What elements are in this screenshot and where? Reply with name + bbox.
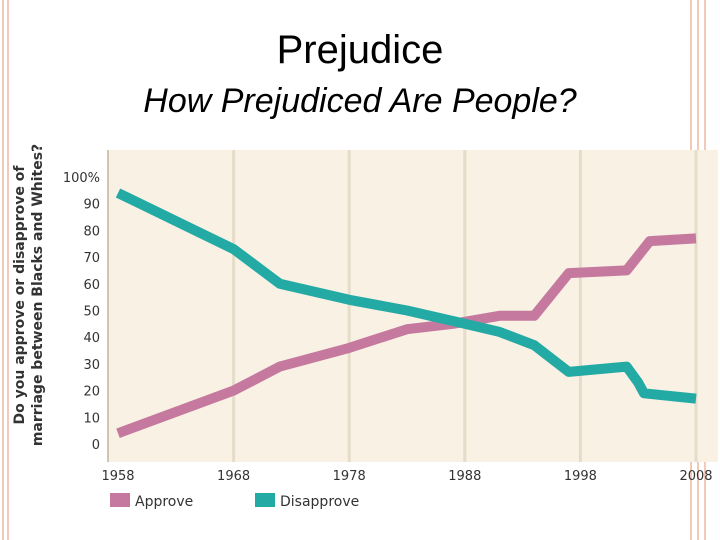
y-tick-label: 20: [83, 385, 100, 400]
y-axis-ticks: 100% 90 80 70 60 50 40 30 20 10 0: [63, 171, 100, 453]
y-tick-label: 90: [83, 198, 100, 213]
series-line-disapprove: [115, 188, 697, 404]
y-axis-label: Do you approve or disapprove of marriage…: [12, 144, 46, 446]
y-tick-label: 100%: [63, 171, 100, 186]
y-axis-label-line-2: marriage between Blacks and Whites?: [30, 144, 46, 446]
x-tick-label: 1968: [217, 469, 250, 484]
line-chart: 100% 90 80 70 60 50 40 30 20 10 0 1958 1968 1978 1988…: [12, 144, 718, 510]
x-tick-label: 1988: [448, 469, 481, 484]
y-tick-label: 80: [83, 224, 100, 239]
legend-label-approve: Approve: [135, 494, 193, 510]
plot-background: [108, 150, 718, 462]
left-decorative-border: [0, 0, 12, 540]
legend: Approve Disapprove: [110, 493, 359, 510]
series-lines: [115, 188, 697, 438]
slide-subtitle: How Prejudiced Are People?: [143, 82, 577, 120]
x-tick-label: 1978: [333, 469, 366, 484]
x-tick-label: 1958: [101, 469, 134, 484]
legend-swatch-approve: [110, 493, 130, 507]
x-tick-label: 1998: [564, 469, 597, 484]
series-line-approve: [116, 233, 697, 438]
y-tick-label: 50: [83, 305, 100, 320]
gridlines: [107, 150, 698, 462]
legend-swatch-disapprove: [255, 493, 275, 507]
slide-title: Prejudice: [276, 28, 444, 72]
y-tick-label: 30: [83, 358, 100, 373]
legend-label-disapprove: Disapprove: [280, 494, 359, 510]
x-tick-label: 2008: [679, 469, 712, 484]
y-tick-label: 70: [83, 251, 100, 266]
y-axis-label-line-1: Do you approve or disapprove of: [12, 165, 28, 425]
y-tick-label: 0: [92, 438, 100, 453]
x-axis-ticks: 1958 1968 1978 1988 1998 2008: [101, 469, 712, 484]
y-tick-label: 10: [83, 411, 100, 426]
y-tick-label: 60: [83, 278, 100, 293]
y-tick-label: 40: [83, 331, 100, 346]
